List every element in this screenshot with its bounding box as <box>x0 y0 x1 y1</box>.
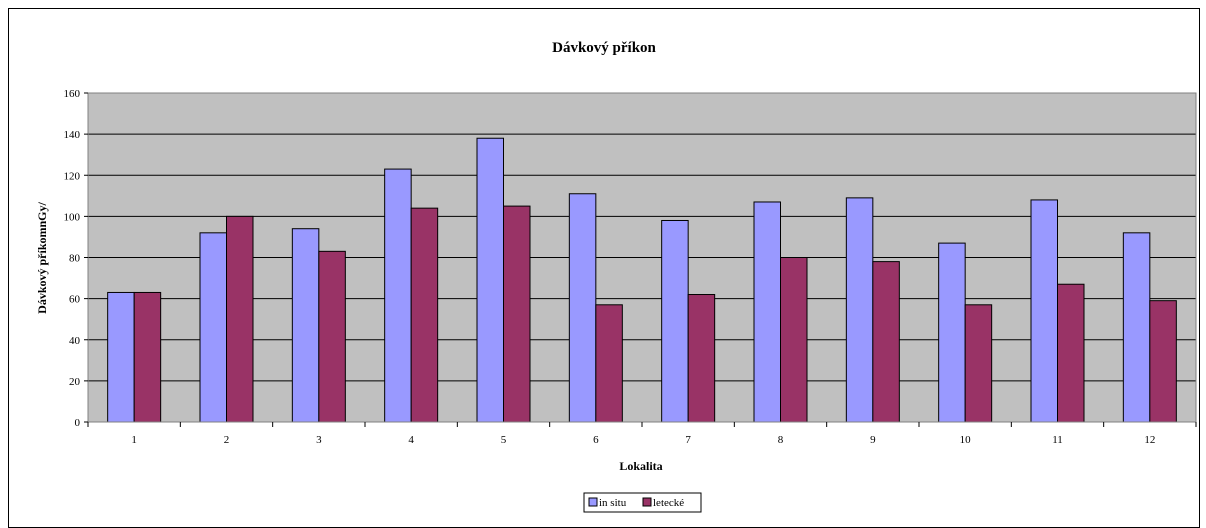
x-tick-label: 1 <box>131 434 137 446</box>
bar-in-situ-1 <box>107 291 135 423</box>
legend-label-letecke: letecké <box>653 497 684 509</box>
x-tick-label: 5 <box>501 434 507 446</box>
bar-in-situ-5 <box>476 137 504 423</box>
bar-in-situ-8 <box>753 201 781 423</box>
bar-in-situ-10 <box>938 242 966 423</box>
bar-letecke-8 <box>780 257 808 423</box>
x-tick-label: 9 <box>870 434 876 446</box>
bar-letecke-5 <box>503 205 531 423</box>
legend-swatch-in-situ <box>588 497 598 507</box>
bar-in-situ-7 <box>661 219 689 423</box>
bar-letecke-6 <box>595 304 623 423</box>
y-axis-title: Dávkový příkomnGy/ <box>35 201 49 313</box>
legend-swatch-letecke <box>642 497 652 507</box>
chart-title: Dávkový příkon <box>552 40 656 56</box>
legend-label-in-situ: in situ <box>599 497 627 509</box>
x-tick-label: 2 <box>224 434 230 446</box>
bar-letecke-12 <box>1149 300 1177 423</box>
y-tick-label: 60 <box>69 294 81 306</box>
bar-in-situ-2 <box>199 232 227 423</box>
y-tick-label: 160 <box>64 88 81 100</box>
y-tick-label: 120 <box>64 170 81 182</box>
bar-letecke-2 <box>226 215 254 423</box>
bar-in-situ-11 <box>1030 199 1058 423</box>
x-tick-label: 3 <box>316 434 322 446</box>
y-tick-label: 40 <box>69 335 81 347</box>
x-tick-label: 8 <box>778 434 784 446</box>
bar-in-situ-3 <box>291 228 320 423</box>
x-tick-label: 10 <box>960 434 972 446</box>
x-tick-label: 4 <box>408 434 414 446</box>
bar-letecke-11 <box>1057 283 1085 423</box>
y-tick-label: 100 <box>64 211 81 223</box>
x-tick-label: 6 <box>593 434 599 446</box>
x-axis-ticks: 1 2 3 4 5 6 7 8 9 10 11 12 <box>87 422 1197 446</box>
bar-in-situ-4 <box>384 168 412 423</box>
bar-in-situ-9 <box>845 197 874 423</box>
y-tick-label: 0 <box>75 417 81 429</box>
y-tick-label: 80 <box>69 253 81 265</box>
y-tick-label: 140 <box>64 129 81 141</box>
bar-in-situ-12 <box>1122 232 1151 423</box>
bar-letecke-3 <box>318 250 346 423</box>
bar-letecke-4 <box>410 207 439 423</box>
x-tick-label: 11 <box>1052 434 1063 446</box>
bar-letecke-9 <box>872 261 900 423</box>
bar-letecke-1 <box>133 291 162 423</box>
bar-in-situ-6 <box>568 193 597 423</box>
x-tick-label: 12 <box>1144 434 1155 446</box>
bar-letecke-7 <box>687 294 716 423</box>
x-axis-title: Lokalita <box>619 459 662 473</box>
bar-letecke-10 <box>964 304 993 423</box>
y-axis-ticks: 0 20 40 60 80 100 120 140 160 <box>64 88 88 429</box>
x-tick-label: 7 <box>685 434 691 446</box>
plot-area <box>87 92 1197 423</box>
y-tick-label: 20 <box>69 376 81 388</box>
legend: in situ letecké <box>583 492 702 513</box>
